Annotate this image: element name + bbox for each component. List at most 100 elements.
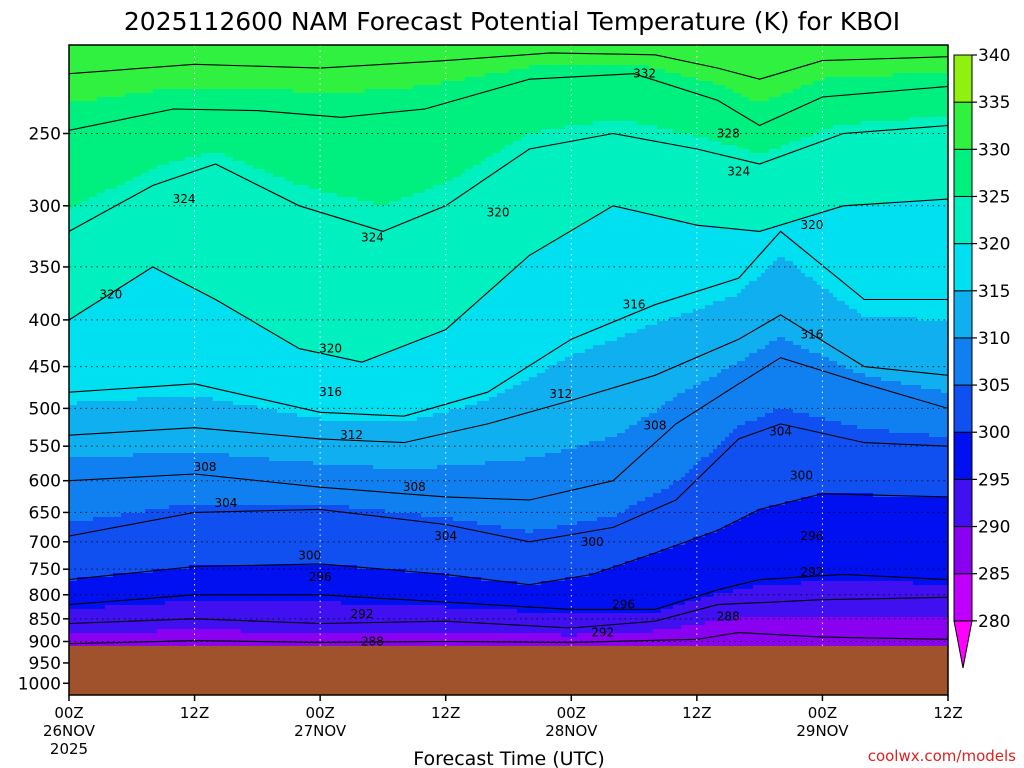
theta-cell xyxy=(129,105,134,110)
theta-cell xyxy=(81,225,86,230)
theta-cell xyxy=(125,269,130,274)
theta-cell xyxy=(141,349,146,354)
theta-cell xyxy=(101,545,106,550)
theta-cell xyxy=(97,577,102,582)
theta-cell xyxy=(121,545,126,550)
theta-cell xyxy=(81,185,86,190)
theta-cell xyxy=(117,613,122,618)
theta-cell xyxy=(97,337,102,342)
theta-cell xyxy=(145,553,150,558)
theta-cell xyxy=(137,213,142,218)
theta-cell xyxy=(101,413,106,418)
theta-cell xyxy=(141,53,146,58)
theta-cell xyxy=(81,197,86,202)
theta-cell xyxy=(141,341,146,346)
theta-cell xyxy=(133,381,138,386)
theta-cell xyxy=(105,377,110,382)
theta-cell xyxy=(81,545,86,550)
theta-cell xyxy=(85,177,90,182)
theta-cell xyxy=(93,621,98,626)
theta-cell xyxy=(113,97,118,102)
theta-cell xyxy=(89,185,94,190)
theta-cell xyxy=(109,61,114,66)
theta-cell xyxy=(125,545,130,550)
theta-cell xyxy=(109,357,114,362)
theta-cell xyxy=(109,265,114,270)
theta-cell xyxy=(73,241,78,246)
theta-cell xyxy=(137,441,142,446)
theta-cell xyxy=(137,105,142,110)
theta-cell xyxy=(97,613,102,618)
theta-cell xyxy=(89,73,94,78)
theta-cell xyxy=(145,329,150,334)
theta-cell xyxy=(149,85,154,90)
theta-cell xyxy=(109,569,114,574)
theta-cell xyxy=(129,593,134,598)
theta-cell xyxy=(117,333,122,338)
theta-cell xyxy=(89,397,94,402)
theta-cell xyxy=(137,557,142,562)
theta-cell xyxy=(77,421,82,426)
theta-cell xyxy=(93,465,98,470)
theta-cell xyxy=(81,561,86,566)
theta-cell xyxy=(125,57,130,62)
theta-cell xyxy=(121,145,126,150)
theta-cell xyxy=(89,441,94,446)
theta-cell xyxy=(125,261,130,266)
theta-cell xyxy=(73,341,78,346)
theta-cell xyxy=(117,301,122,306)
theta-cell xyxy=(81,489,86,494)
theta-cell xyxy=(121,529,126,534)
theta-cell xyxy=(105,481,110,486)
theta-cell xyxy=(117,233,122,238)
theta-cell xyxy=(89,413,94,418)
theta-cell xyxy=(125,133,130,138)
theta-cell xyxy=(145,141,150,146)
theta-cell xyxy=(121,305,126,310)
theta-cell xyxy=(137,393,142,398)
theta-cell xyxy=(93,581,98,586)
theta-cell xyxy=(129,625,134,630)
theta-cell xyxy=(101,581,106,586)
theta-cell xyxy=(133,577,138,582)
theta-cell xyxy=(145,381,150,386)
theta-cell xyxy=(89,293,94,298)
theta-cell xyxy=(81,505,86,510)
theta-cell xyxy=(101,233,106,238)
theta-cell xyxy=(125,125,130,130)
theta-cell xyxy=(109,225,114,230)
theta-cell xyxy=(97,161,102,166)
theta-cell xyxy=(117,317,122,322)
theta-cell xyxy=(109,449,114,454)
theta-cell xyxy=(117,625,122,630)
theta-cell xyxy=(125,237,130,242)
theta-cell xyxy=(121,229,126,234)
theta-cell xyxy=(73,357,78,362)
theta-cell xyxy=(113,325,118,330)
theta-cell xyxy=(105,305,110,310)
theta-cell xyxy=(113,497,118,502)
theta-cell xyxy=(117,305,122,310)
theta-cell xyxy=(77,625,82,630)
theta-cell xyxy=(145,637,150,642)
theta-cell xyxy=(77,169,82,174)
theta-cell xyxy=(105,493,110,498)
theta-cell xyxy=(133,393,138,398)
theta-cell xyxy=(125,417,130,422)
theta-cell xyxy=(129,181,134,186)
theta-cell xyxy=(117,605,122,610)
theta-cell xyxy=(101,569,106,574)
theta-cell xyxy=(113,261,118,266)
theta-cell xyxy=(125,293,130,298)
theta-cell xyxy=(137,261,142,266)
theta-cell xyxy=(117,465,122,470)
theta-cell xyxy=(93,309,98,314)
theta-cell xyxy=(145,589,150,594)
theta-cell xyxy=(93,237,98,242)
theta-cell xyxy=(97,425,102,430)
theta-cell xyxy=(133,109,138,114)
theta-cell xyxy=(141,505,146,510)
theta-cell xyxy=(73,589,78,594)
theta-cell xyxy=(77,633,82,638)
theta-cell xyxy=(73,217,78,222)
